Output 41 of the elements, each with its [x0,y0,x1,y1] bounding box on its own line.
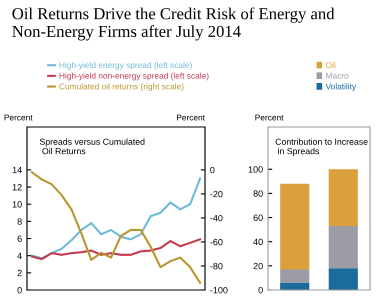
y-tick-label: 0 [17,286,22,294]
legend-label: High-yield non-energy spread (left scale) [60,72,209,80]
y-axis-title: Percent [4,114,33,120]
line-series [30,238,202,260]
y-tick-label: 80 [253,190,263,197]
chart-title: Oil Returns Drive the Credit Risk of Energy and Non-Energy Firms after July 2014 [12,7,334,40]
text: Spreads versus Cumulated Oil Returns [40,138,144,154]
y-tick-label: 20 [254,262,263,270]
y2-tick-label: -80 [210,262,223,270]
y-tick-label: 14 [12,166,22,174]
y2-axis-title: Percent [176,114,205,120]
bar [328,169,358,226]
y-tick-label: 10 [12,201,22,208]
legend-label: Cumulated oil returns (right scale) [59,83,184,92]
y2-tick-label: -40 [210,214,223,222]
legend-label: Oil [326,62,336,68]
y-tick-label: 100 [248,166,263,173]
legend-label: High-yield energy spread (left scale) [60,62,192,70]
bar [328,226,358,268]
y2-tick-label: 0 [210,166,215,174]
y-tick-label: 0 [258,286,263,294]
text: Contribution to Increase in Spreads [276,138,368,156]
y2-tick-label: -100 [210,286,228,294]
y-tick-label: 12 [12,184,22,190]
legend-label: Volatility [326,83,356,92]
line-series [30,171,202,284]
y2-tick-label: -20 [210,190,223,198]
y-tick-label: 60 [254,214,263,221]
y-tick-label: 8 [18,218,22,225]
legend-label: Macro [326,72,348,79]
y2-tick-label: -60 [210,238,223,246]
y-tick-label: 40 [253,238,263,246]
y-tick-label: 2 [18,270,22,276]
bar [280,282,310,290]
bar [280,269,310,283]
y-tick-label: 6 [18,235,22,242]
y-axis-title: Percent [255,114,284,120]
y-tick-label: 4 [17,252,22,259]
bar [280,184,310,270]
bar [328,268,358,290]
line-series [30,177,202,260]
